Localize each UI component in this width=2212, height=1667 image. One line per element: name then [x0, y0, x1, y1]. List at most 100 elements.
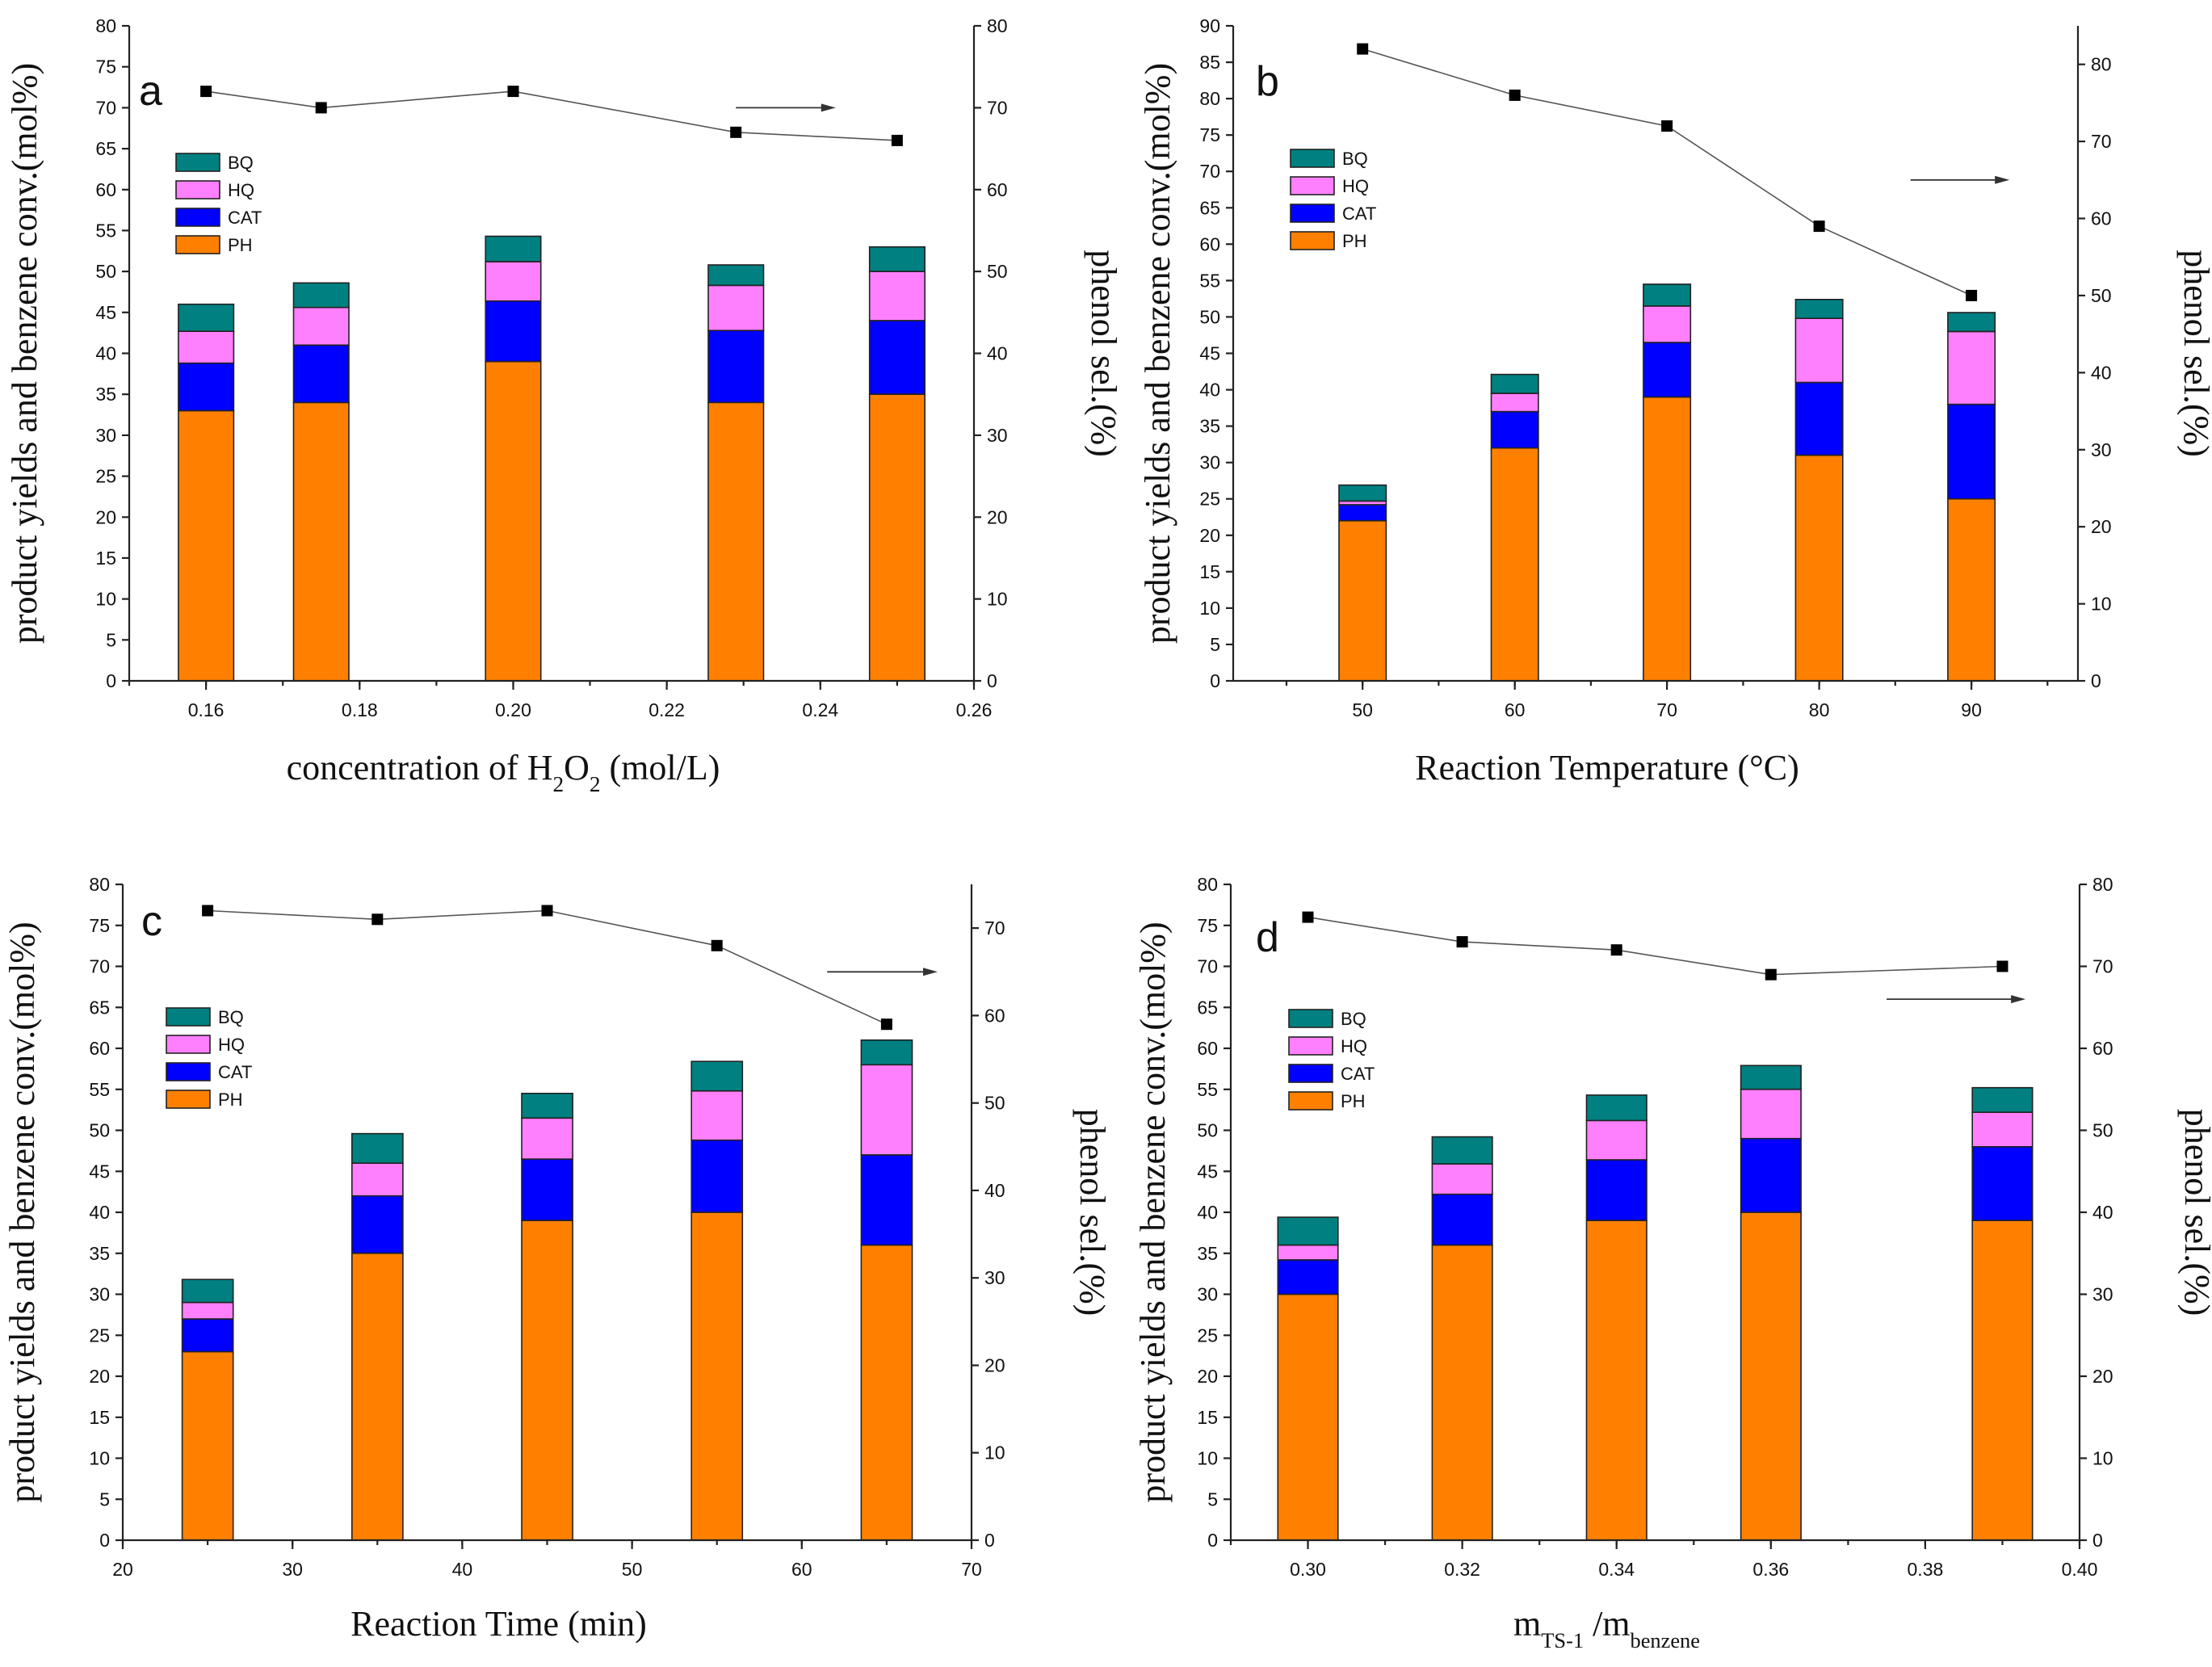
y-tick-label: 70 [1199, 161, 1220, 182]
x-tick-label: 0.34 [1598, 1559, 1635, 1580]
bar-bq-3 [521, 1093, 573, 1119]
y-tick-label: 70 [1197, 956, 1218, 977]
legend-label-hq: HQ [1341, 1036, 1367, 1056]
panel-letter: a [139, 68, 162, 115]
x-tick-label: 0.18 [342, 699, 378, 720]
bar-bq-5 [868, 246, 926, 272]
bar-ph-2 [292, 401, 350, 682]
bar-cat-3 [521, 1158, 573, 1221]
y2-tick-label: 40 [2091, 362, 2112, 383]
y2-tick-label: 0 [984, 1530, 995, 1551]
legend-swatch-hq [175, 180, 220, 199]
y-tick-label: 10 [95, 589, 116, 610]
legend-label-cat: CAT [1342, 204, 1376, 224]
legend-label-ph: PH [1342, 231, 1367, 251]
panel-letter: b [1256, 58, 1279, 105]
bar-bq-5 [860, 1039, 913, 1066]
legend-swatch-ph [166, 1090, 211, 1109]
bar-cat-1 [1277, 1259, 1339, 1295]
y2-tick-label: 80 [2091, 54, 2112, 75]
y-tick-label: 65 [1197, 997, 1218, 1018]
legend-label-bq: BQ [228, 153, 254, 173]
y2-tick-label: 0 [2091, 670, 2101, 691]
y2-tick-label: 60 [987, 179, 1008, 200]
y2-tick-label: 20 [2091, 516, 2112, 537]
bar-hq-3 [1643, 305, 1692, 343]
bar-hq-3 [521, 1117, 573, 1160]
selectivity-marker-1 [1357, 43, 1369, 55]
axis-arrow-head [2011, 995, 2026, 1004]
y-tick-label: 50 [1197, 1120, 1218, 1141]
x-tick-label: 20 [112, 1559, 133, 1580]
y-tick-label: 80 [89, 874, 110, 895]
y-axis-title: product yields and benzene conv.(mol%) [5, 63, 44, 644]
bar-ph-4 [1794, 454, 1844, 682]
y-tick-label: 75 [1199, 124, 1220, 145]
y-tick-label: 25 [1199, 489, 1220, 510]
selectivity-marker-2 [371, 913, 384, 926]
y-tick-label: 15 [95, 548, 116, 569]
y-tick-label: 0 [99, 1530, 110, 1551]
bar-hq-5 [1947, 330, 1996, 405]
selectivity-marker-2 [1456, 936, 1468, 948]
y-tick-label: 50 [1199, 306, 1220, 327]
selectivity-line [1362, 48, 1972, 296]
y-tick-label: 5 [106, 629, 116, 650]
y-tick-label: 0 [106, 670, 116, 691]
bar-cat-5 [860, 1154, 913, 1246]
y-tick-label: 70 [89, 956, 110, 977]
y-tick-label: 65 [1199, 197, 1220, 218]
legend-swatch-hq [1290, 176, 1335, 195]
legend-swatch-hq [1288, 1036, 1333, 1056]
bar-hq-4 [1740, 1089, 1802, 1140]
legend-swatch-cat [1288, 1064, 1333, 1083]
y-tick-label: 45 [95, 302, 116, 323]
bar-hq-4 [1794, 317, 1844, 384]
bar-cat-2 [292, 344, 350, 404]
bar-cat-4 [690, 1139, 744, 1213]
y-tick-label: 45 [89, 1161, 110, 1182]
bar-cat-3 [1585, 1159, 1647, 1221]
x-tick-label: 0.32 [1444, 1559, 1480, 1580]
selectivity-marker-2 [315, 102, 327, 114]
y-tick-label: 10 [1197, 1448, 1218, 1469]
bar-bq-5 [1947, 312, 1996, 333]
bar-ph-1 [1338, 519, 1387, 682]
bar-ph-2 [1431, 1244, 1493, 1541]
legend-swatch-ph [175, 235, 220, 254]
y2-tick-label: 30 [2092, 1284, 2113, 1305]
y-tick-label: 15 [1197, 1407, 1218, 1428]
bar-hq-4 [690, 1090, 744, 1141]
bar-hq-4 [707, 284, 765, 331]
bar-cat-4 [1740, 1137, 1802, 1213]
legend-label-cat: CAT [1341, 1064, 1375, 1084]
panel-c: 0 5 10 15 20 25 30 35 40 45 50 55 60 65 70 75 80 0 10 20 30 4… [2, 874, 1112, 1644]
bar-ph-2 [350, 1253, 404, 1541]
y-tick-label: 55 [1197, 1079, 1218, 1100]
bar-ph-4 [707, 401, 765, 682]
y-tick-label: 90 [1199, 15, 1220, 36]
x-tick-label: 40 [452, 1559, 473, 1580]
x-tick-label: 0.22 [648, 699, 685, 720]
selectivity-marker-5 [880, 1018, 892, 1031]
legend-swatch-hq [166, 1035, 211, 1054]
y-tick-label: 60 [1199, 233, 1220, 254]
legend-label-ph: PH [228, 235, 253, 255]
y-tick-label: 55 [1199, 270, 1220, 291]
y-tick-label: 5 [99, 1489, 110, 1510]
y-tick-label: 55 [95, 220, 116, 241]
y2-tick-label: 50 [2091, 285, 2112, 306]
x-tick-label: 0.26 [956, 699, 993, 720]
x-tick-label: 0.16 [188, 699, 225, 720]
bar-cat-1 [178, 362, 235, 412]
y-tick-label: 0 [1210, 670, 1220, 691]
y2-axis-title: phenol sel.(%) [1072, 1109, 1112, 1316]
panel-letter: c [141, 898, 162, 945]
legend-swatch-bq [166, 1007, 211, 1027]
panel-a: 0 5 10 15 20 25 30 35 40 45 50 55 60 65 70 75 80 0 10 20 30 4… [5, 15, 1123, 796]
legend-swatch-bq [175, 153, 220, 172]
y-tick-label: 75 [89, 915, 110, 936]
y2-tick-label: 10 [2092, 1448, 2113, 1469]
y2-tick-label: 50 [987, 261, 1008, 282]
y-tick-label: 50 [95, 261, 116, 282]
